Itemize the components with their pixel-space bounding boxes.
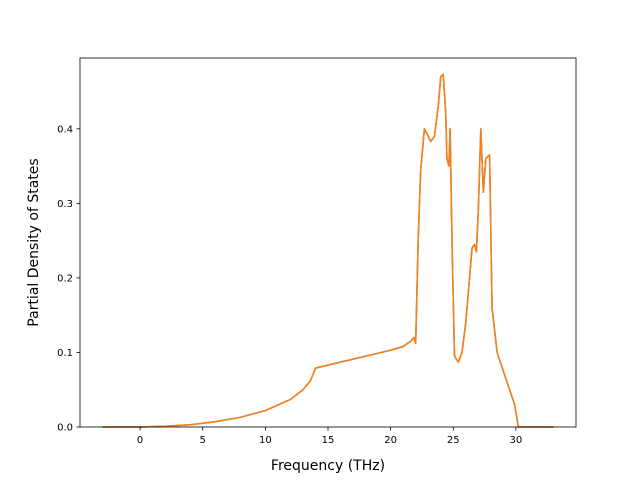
x-tick-label: 5 [200, 435, 206, 446]
y-tick-label: 0.2 [57, 273, 73, 284]
y-axis-ticks: 0.0 0.1 0.2 0.3 0.4 [57, 124, 80, 434]
x-axis-label: Frequency (THz) [271, 458, 385, 474]
x-tick-label: 25 [447, 435, 460, 446]
y-tick-label: 0.3 [57, 199, 73, 210]
series-layer [102, 73, 554, 428]
x-tick-label: 0 [137, 435, 143, 446]
x-tick-label: 20 [384, 435, 397, 446]
y-tick-label: 0.0 [57, 423, 73, 434]
y-tick-label: 0.4 [57, 124, 73, 135]
x-tick-label: 10 [259, 435, 272, 446]
y-tick-label: 0.1 [57, 348, 73, 359]
x-tick-label: 15 [322, 435, 335, 446]
y-axis-label: Partial Density of States [26, 158, 42, 326]
x-axis-ticks: 0 5 10 15 20 25 30 [137, 427, 522, 446]
series-line-2 [102, 73, 554, 428]
x-tick-label: 30 [510, 435, 523, 446]
